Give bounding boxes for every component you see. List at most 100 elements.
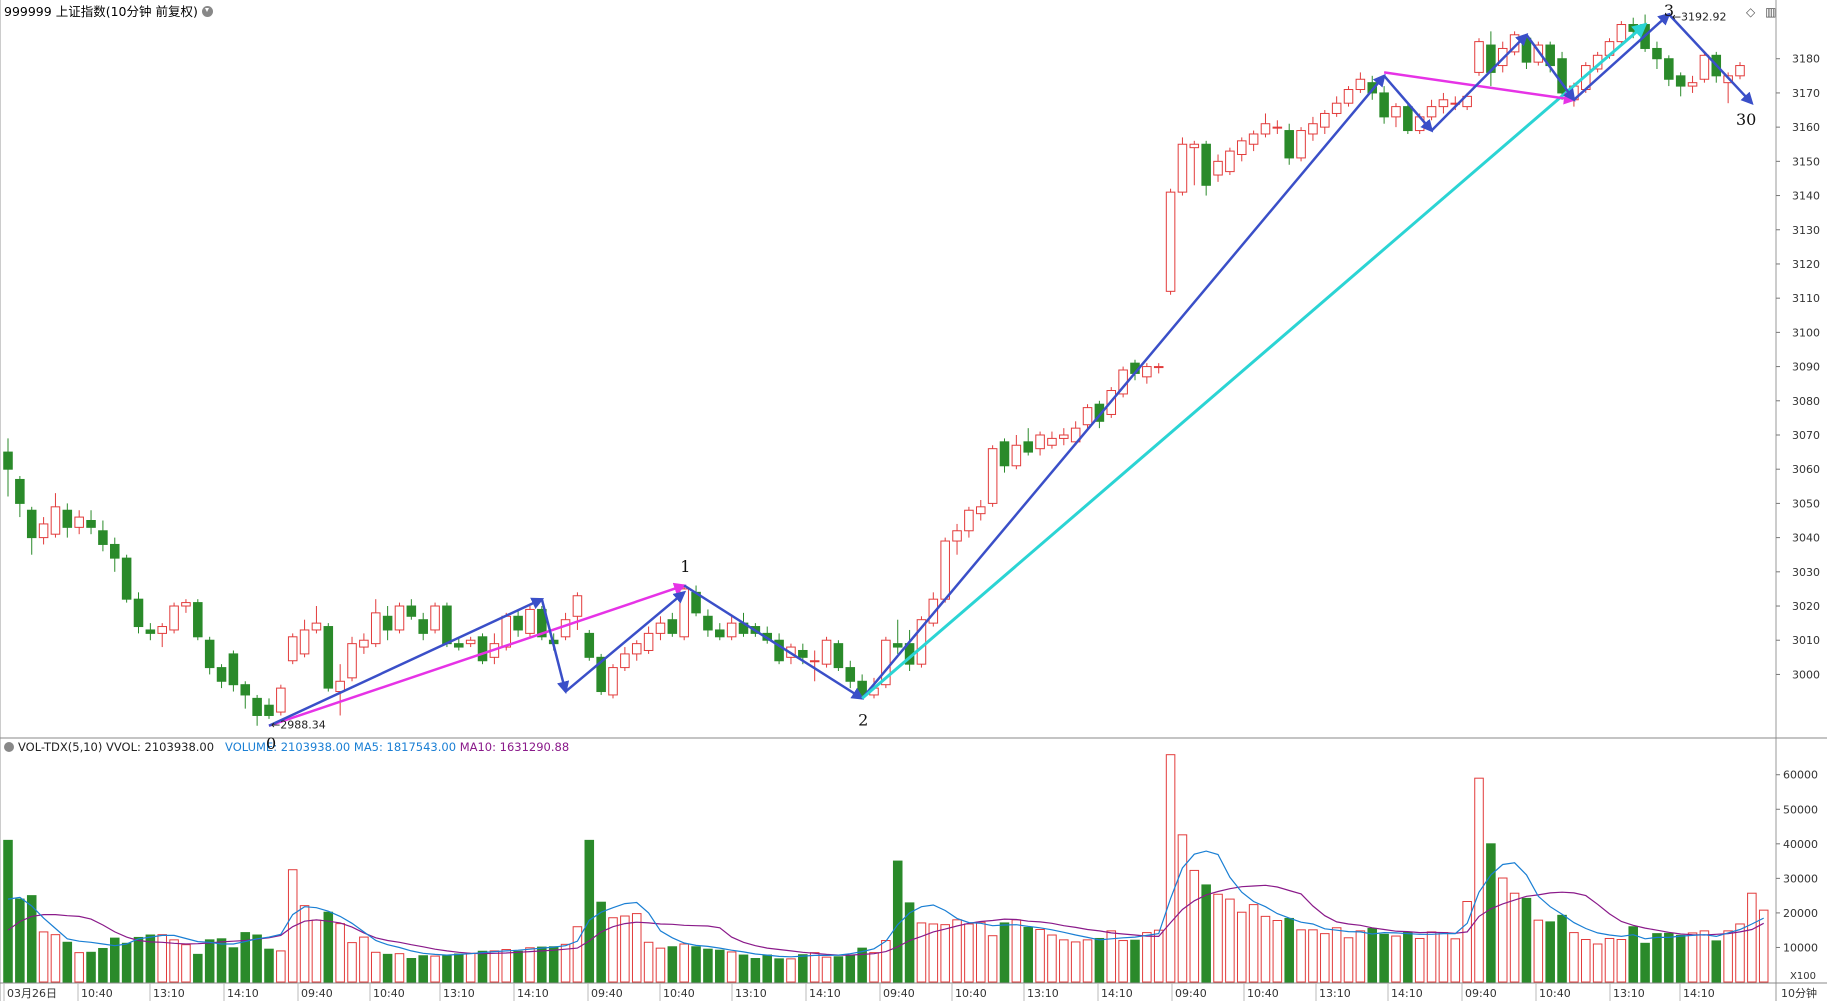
x-tick-label: 14:10 [227, 987, 259, 1000]
candle-body [74, 516, 84, 528]
volume-bar [15, 898, 25, 983]
volume-bar [442, 954, 452, 983]
volume-bar [857, 947, 867, 983]
candle-body [1533, 44, 1544, 63]
x-tick-label: 13:10 [153, 987, 185, 1000]
volume-bar [1497, 877, 1508, 983]
wave-point-30: 30 [1736, 110, 1756, 129]
wave-stroke-cyan [861, 22, 1648, 700]
volume-bar [750, 958, 761, 983]
candle-body [1675, 75, 1686, 87]
volume-tick-label: 10000 [1783, 941, 1818, 954]
volume-bar [98, 947, 108, 983]
x-tick-label: 09:40 [1175, 987, 1207, 1000]
candle-body [821, 639, 832, 665]
volume-bar [1403, 931, 1413, 983]
volume-bar [1308, 929, 1318, 983]
candle-body [999, 441, 1010, 467]
panel-menu-icon[interactable]: ▥ [1765, 5, 1777, 19]
candle-body [1236, 140, 1247, 156]
volume-bar [26, 895, 37, 983]
volume-bar [169, 939, 179, 983]
candle-body [1355, 78, 1366, 91]
volume-bar [1082, 939, 1093, 983]
candle-body [940, 540, 950, 600]
volume-bar [430, 955, 440, 983]
volume-header: VOL-TDX(5,10) VVOL: 2103938.00 VOLUME: 2… [4, 740, 569, 754]
volume-tick-label: 60000 [1783, 769, 1818, 782]
volume-bar [1486, 843, 1496, 983]
wave-stroke-blue [268, 597, 545, 727]
candle-body [809, 660, 820, 663]
ma10-label: MA10: [459, 740, 496, 754]
volume-bar [347, 942, 357, 983]
volume-bar [193, 953, 203, 983]
volume-bar [548, 946, 559, 983]
candle-body [1308, 123, 1318, 135]
price-tick-label: 3020 [1792, 600, 1820, 613]
volume-bar [798, 954, 808, 983]
volume-bar [1260, 915, 1271, 983]
volume-bar [1047, 934, 1057, 983]
x-tick-label: 09:40 [591, 987, 623, 1000]
chart-title: 999999 上证指数(10分钟 前复权) [4, 5, 213, 19]
volume-bar [881, 940, 891, 983]
volume-bar [1023, 926, 1033, 983]
volume-unit-label: X100 [1790, 971, 1816, 982]
x-tick-label: 13:10 [1319, 987, 1351, 1000]
volume-bar [1426, 931, 1437, 983]
candle-body [228, 653, 239, 686]
candle-body [715, 629, 725, 638]
price-tick-label: 3170 [1792, 87, 1820, 100]
wave-stroke-blue [540, 598, 570, 694]
volume-dropdown-icon[interactable] [4, 742, 14, 752]
wave-stroke-blue [861, 73, 1386, 700]
volume-bar [418, 955, 428, 983]
candle-body [169, 605, 179, 631]
volume-bar [975, 921, 986, 983]
wave-point-0: 0 [266, 734, 276, 753]
volume-bar [465, 952, 476, 983]
volume-bar [1414, 937, 1425, 983]
vvol-value: 2103938.00 [144, 740, 215, 754]
wave-stroke-blue [1430, 33, 1529, 132]
volume-bar [3, 839, 13, 983]
volume-tick-label: 30000 [1783, 872, 1818, 885]
x-tick-label: 09:40 [883, 987, 915, 1000]
candle-body [394, 605, 405, 631]
volume-bar [833, 956, 844, 983]
candle-body [892, 643, 903, 648]
candle-body [287, 636, 298, 662]
volume-bar [299, 905, 310, 983]
price-tick-label: 3100 [1792, 326, 1820, 339]
volume-bar [157, 934, 167, 983]
candle-body [193, 602, 203, 638]
volume-bar [359, 936, 369, 983]
wave-stroke-blue [1383, 75, 1434, 133]
candle-body [1272, 126, 1283, 129]
volume-bar [1664, 932, 1674, 983]
volume-bar [1070, 941, 1081, 983]
price-tick-label: 3030 [1792, 566, 1820, 579]
volume-bar [964, 923, 974, 983]
diamond-icon[interactable]: ◇ [1746, 5, 1756, 19]
candle-body [501, 615, 512, 648]
volume-bar [691, 946, 701, 983]
volume-bar [145, 934, 156, 983]
volume-bar [892, 860, 903, 983]
candle-body [596, 656, 606, 693]
candle-body [240, 684, 251, 696]
volume-bar [1035, 928, 1045, 983]
title-dropdown-icon[interactable] [201, 6, 213, 17]
candle-body [774, 639, 784, 662]
volume-bar [1236, 911, 1247, 983]
volume-bar [1284, 917, 1294, 983]
volume-bar [252, 934, 262, 983]
period-label: 10分钟 [1781, 986, 1817, 1000]
x-tick-label: 14:10 [1101, 987, 1133, 1000]
volume-bar [287, 869, 298, 983]
candle-body [264, 704, 274, 716]
volume-tick-label: 40000 [1783, 838, 1818, 851]
ma5-label: MA5: [353, 740, 383, 754]
